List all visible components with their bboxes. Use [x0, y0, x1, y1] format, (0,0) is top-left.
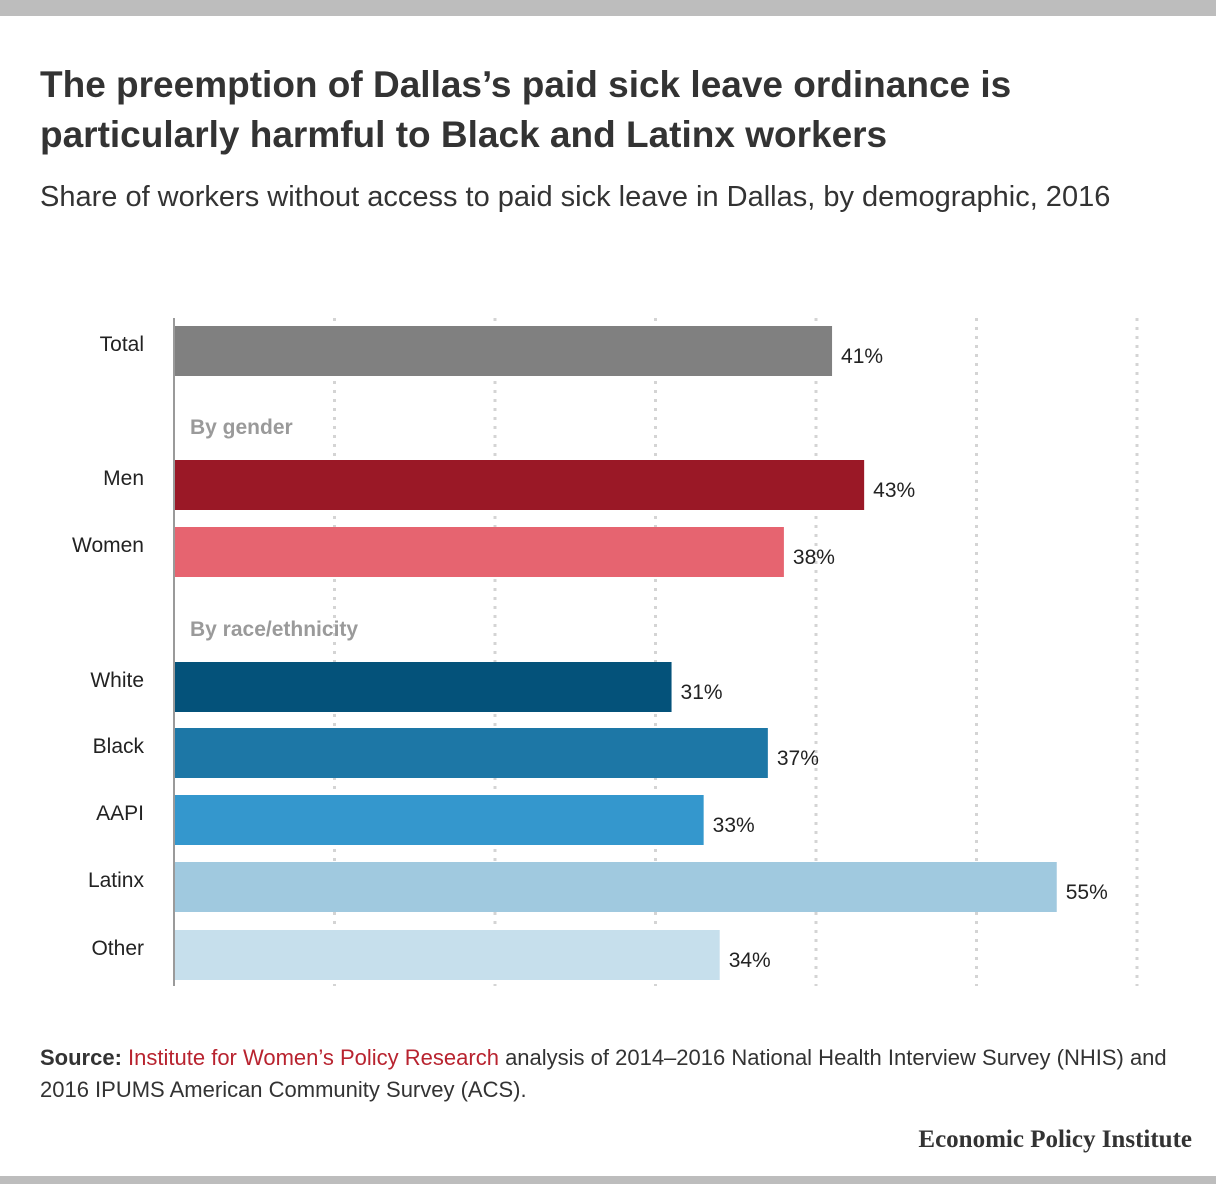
data-label: 55%: [1066, 881, 1108, 904]
data-label: 43%: [873, 479, 915, 502]
category-label: Men: [103, 467, 144, 490]
data-label: 41%: [841, 345, 883, 368]
source-label: Source:: [40, 1045, 122, 1070]
bar-total: [174, 326, 833, 376]
chart-subtitle: Share of workers without access to paid …: [40, 181, 1111, 213]
data-label: 34%: [729, 949, 771, 972]
category-label: AAPI: [96, 802, 144, 825]
group-label: By race/ethnicity: [190, 618, 358, 641]
source-text: analysis of 2014–2016 National Health In…: [40, 1045, 1167, 1102]
data-label: 33%: [713, 814, 755, 837]
group-label: By gender: [190, 416, 293, 439]
data-label: 31%: [681, 681, 723, 704]
bar-women: [174, 527, 784, 577]
category-label: Latinx: [88, 869, 145, 892]
bar-black: [174, 728, 768, 778]
source-note: Source: Institute for Women’s Policy Res…: [40, 1042, 1180, 1106]
category-label: White: [90, 669, 144, 692]
bottom-rule: [0, 1176, 1216, 1184]
data-label: 38%: [793, 546, 835, 569]
brand-logo: Economic Policy Institute: [918, 1126, 1192, 1153]
bar-men: [174, 460, 865, 510]
bar-white: [174, 662, 672, 712]
bar-aapi: [174, 795, 704, 845]
category-label: Other: [91, 937, 144, 960]
data-label: 37%: [777, 747, 819, 770]
bar-other: [174, 930, 720, 980]
chart-title: The preemption of Dallas’s paid sick lea…: [40, 64, 1012, 155]
bar-chart: Total 41% By gender Men 43% Women 38% By race/e…: [72, 318, 1139, 986]
category-label: Women: [72, 534, 144, 557]
category-label: Black: [93, 735, 145, 758]
top-rule: [0, 0, 1216, 16]
bar-latinx: [174, 862, 1057, 912]
category-label: Total: [100, 333, 144, 356]
source-org-link[interactable]: Institute for Women’s Policy Research: [128, 1045, 499, 1070]
